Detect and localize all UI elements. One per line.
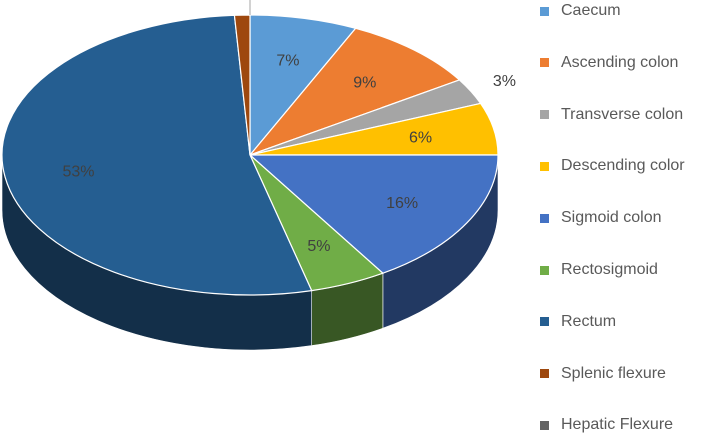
legend-swatch [540, 58, 549, 68]
legend-swatch [540, 213, 549, 223]
data-label-descending-color: 6% [409, 130, 432, 147]
legend-swatch [540, 265, 549, 275]
legend-label: Transverse colon [561, 105, 684, 123]
pie-slice-sigmoid-colon [248, 154, 499, 274]
pie-data-labels: 7%9%3%6%16%5%53%1%0% [62, 0, 516, 255]
legend-label: Descending color [561, 157, 685, 175]
legend-item-splenic-flexure: Splenic flexure [540, 363, 666, 385]
data-label-rectosigmoid: 5% [307, 238, 330, 255]
legend-swatch [540, 110, 549, 120]
legend-label: Hepatic Flexure [561, 416, 674, 434]
chart-legend: Caecum Ascending colon Transverse colon Des… [540, 0, 708, 441]
data-label-caecum: 7% [276, 52, 299, 69]
legend-label: Sigmoid colon [561, 209, 662, 227]
pie-side-walls [1, 154, 499, 351]
legend-label: Ascending colon [561, 53, 679, 71]
legend-item-sigmoid-colon: Sigmoid colon [540, 207, 662, 229]
legend-swatch [540, 317, 549, 327]
data-label-ascending-colon: 9% [353, 75, 376, 92]
legend-item-transverse-colon: Transverse colon [540, 104, 683, 126]
pie-slice-ascending-colon [248, 27, 461, 157]
legend-label: Splenic flexure [561, 364, 666, 382]
data-label-rectum: 53% [62, 163, 94, 180]
legend-item-hepatic-flexure: Hepatic Flexure [540, 414, 673, 436]
legend-label: Rectosigmoid [561, 261, 658, 278]
legend-label: Rectum [561, 312, 617, 330]
legend-item-ascending-colon: Ascending colon [540, 52, 678, 74]
pie-top-faces [1, 14, 499, 296]
legend-item-caecum: Caecum [540, 0, 621, 22]
legend-swatch [540, 161, 549, 171]
leader-line-hepatic-flexure [249, 0, 251, 15]
legend-swatch [540, 6, 549, 16]
legend-swatch [540, 420, 549, 430]
data-label-sigmoid-colon: 16% [386, 195, 418, 212]
legend-swatch [540, 369, 549, 379]
pie-slice-caecum [249, 14, 357, 157]
data-label-transverse-colon: 3% [493, 73, 516, 90]
legend-item-rectosigmoid: Rectosigmoid [540, 259, 658, 281]
legend-item-descending-color: Descending color [540, 155, 685, 177]
legend-item-rectum: Rectum [540, 311, 616, 333]
pie-slice-rectum [1, 14, 313, 296]
legend-label: Caecum [561, 2, 621, 19]
